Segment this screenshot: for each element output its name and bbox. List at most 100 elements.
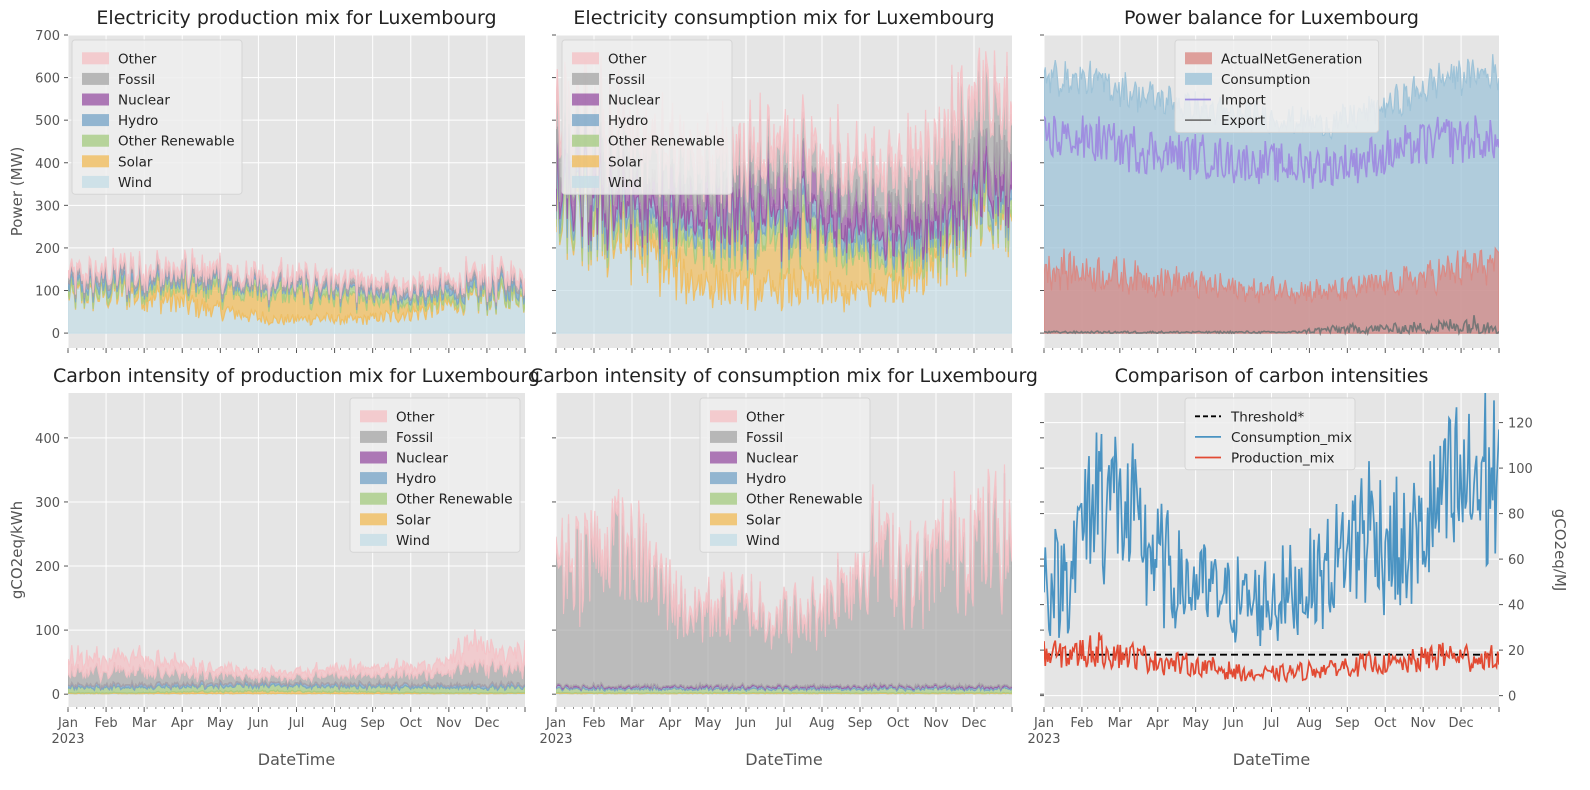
legend-label: Nuclear [746, 451, 798, 467]
x-year-label: 2023 [539, 732, 572, 747]
area-other [68, 247, 525, 303]
x-axis-label: DateTime [258, 750, 335, 769]
x-tick-label: Mar [132, 716, 157, 731]
legend-label: Nuclear [118, 93, 170, 109]
x-tick-label: Nov [923, 716, 949, 731]
legend-swatch [572, 155, 599, 168]
legend-swatch [360, 492, 387, 505]
x-tick-label: Sep [1335, 716, 1360, 731]
x-tick-label: Jun [735, 716, 756, 731]
y-tick-label: 700 [35, 29, 60, 44]
legend-label: Solar [608, 154, 643, 170]
axes-4: 0100200300400OtherFossilNuclearHydroOthe… [8, 365, 540, 769]
y-tick-label: 400 [35, 432, 60, 447]
legend-swatch [82, 134, 109, 147]
x-tick-label: Mar [620, 716, 645, 731]
legend-label: Fossil [746, 430, 783, 446]
axes-3: ActualNetGeneration Consumption Import Expo… [1040, 7, 1500, 353]
x-tick-label: May [207, 716, 234, 731]
legend-label: Other [746, 409, 785, 425]
x-tick-label: Feb [582, 716, 605, 731]
legend-swatch [360, 533, 387, 546]
x-tick-label: Jul [775, 716, 792, 731]
x-year-label: 2023 [1027, 732, 1060, 747]
y-tick-label: 0 [52, 327, 60, 342]
x-year-label: 2023 [51, 732, 84, 747]
chart-title: Comparison of carbon intensities [1115, 365, 1429, 387]
legend-label: Import [1221, 93, 1266, 109]
y2-tick-label: 40 [1508, 599, 1525, 614]
legend-label: Other Renewable [118, 134, 235, 150]
x-tick-label: Oct [400, 716, 422, 731]
x-tick-label: Nov [436, 716, 462, 731]
legend-swatch [572, 134, 599, 147]
x-tick-label: Apr [1147, 716, 1170, 731]
x-axis-label: DateTime [1233, 750, 1310, 769]
legend-label: Nuclear [608, 93, 660, 109]
legend-swatch [82, 114, 109, 127]
y2-axis-label: gCO2eq/MJ [1551, 509, 1569, 592]
x-tick-label: Jan [1033, 716, 1054, 731]
legend-label: Other [396, 409, 435, 425]
x-tick-label: Dec [474, 716, 499, 731]
axes-6: 0 20 40 60 80 100 120 gCO2eq/MJ Threshold* Consum… [1027, 365, 1569, 769]
legend-label: Wind [396, 533, 430, 549]
x-tick-label: Jun [247, 716, 268, 731]
legend-swatch [710, 410, 737, 423]
legend: Other Fossil Nuclear Hydro Other Renewable So… [71, 39, 243, 195]
x-tick-label: Sep [360, 716, 385, 731]
x-tick-label: Dec [1449, 716, 1474, 731]
line-consumption-mix [1044, 393, 1499, 646]
y2-tick-label: 100 [1508, 462, 1533, 477]
x-tick-label: Jan [57, 716, 78, 731]
legend-label: Other Renewable [746, 492, 863, 508]
chart-title: Carbon intensity of consumption mix for … [530, 365, 1038, 387]
x-tick-label: Jul [1263, 716, 1280, 731]
legend-frame [349, 397, 521, 553]
x-tick-label: May [695, 716, 722, 731]
legend-swatch [710, 472, 737, 485]
x-tick-label: Apr [659, 716, 682, 731]
legend-swatch [710, 513, 737, 526]
legend-swatch [82, 52, 109, 65]
y-tick-label: 300 [35, 199, 60, 214]
y2-tick-label: 20 [1508, 644, 1525, 659]
x-tick-label: Sep [848, 716, 873, 731]
chart-title: Carbon intensity of production mix for L… [53, 365, 540, 387]
y2-tick-label: 80 [1508, 508, 1525, 523]
legend-label: Hydro [746, 471, 786, 487]
legend-label: Solar [396, 512, 431, 528]
legend-swatch [82, 93, 109, 106]
y-axis-label: Power (MW) [8, 147, 26, 237]
chart-title: Power balance for Luxembourg [1124, 7, 1419, 29]
legend-frame [699, 397, 871, 553]
y-tick-label: 100 [35, 285, 60, 300]
x-tick-label: Aug [322, 716, 347, 731]
legend-label: Fossil [396, 430, 433, 446]
legend: Other Fossil Nuclear Hydro Other Renewable So… [561, 39, 733, 195]
legend-label: Other Renewable [396, 492, 513, 508]
legend-label: Consumption_mix [1231, 430, 1352, 446]
legend-label: Hydro [118, 113, 158, 129]
legend-swatch [572, 72, 599, 85]
y-tick-label: 200 [35, 242, 60, 257]
legend-label: Other [118, 51, 157, 67]
legend-swatch [82, 72, 109, 85]
line-production-mix [1044, 632, 1499, 684]
legend: Threshold* Consumption_mix Production_mix [1184, 397, 1356, 471]
axes-1: 0 100 200 300 400 500 600 700 Other Fossil Nuclear… [8, 7, 526, 353]
legend-label: ActualNetGeneration [1221, 51, 1362, 67]
legend-swatch [572, 52, 599, 65]
legend-swatch [572, 114, 599, 127]
legend-swatch [710, 430, 737, 443]
x-tick-label: Feb [1070, 716, 1093, 731]
legend: Other Fossil Nuclear Hydro Other Renewable So… [349, 397, 521, 553]
legend-label: Consumption [1221, 72, 1310, 88]
area-other [556, 464, 1012, 654]
legend-label: Hydro [396, 471, 436, 487]
x-tick-label: Jul [288, 716, 305, 731]
x-tick-label: Nov [1410, 716, 1436, 731]
axes-5: Other Fossil Nuclear Hydro Other Renewable So… [530, 365, 1038, 769]
legend-swatch [360, 410, 387, 423]
axes-2: Other Fossil Nuclear Hydro Other Renewable So… [552, 7, 1013, 353]
